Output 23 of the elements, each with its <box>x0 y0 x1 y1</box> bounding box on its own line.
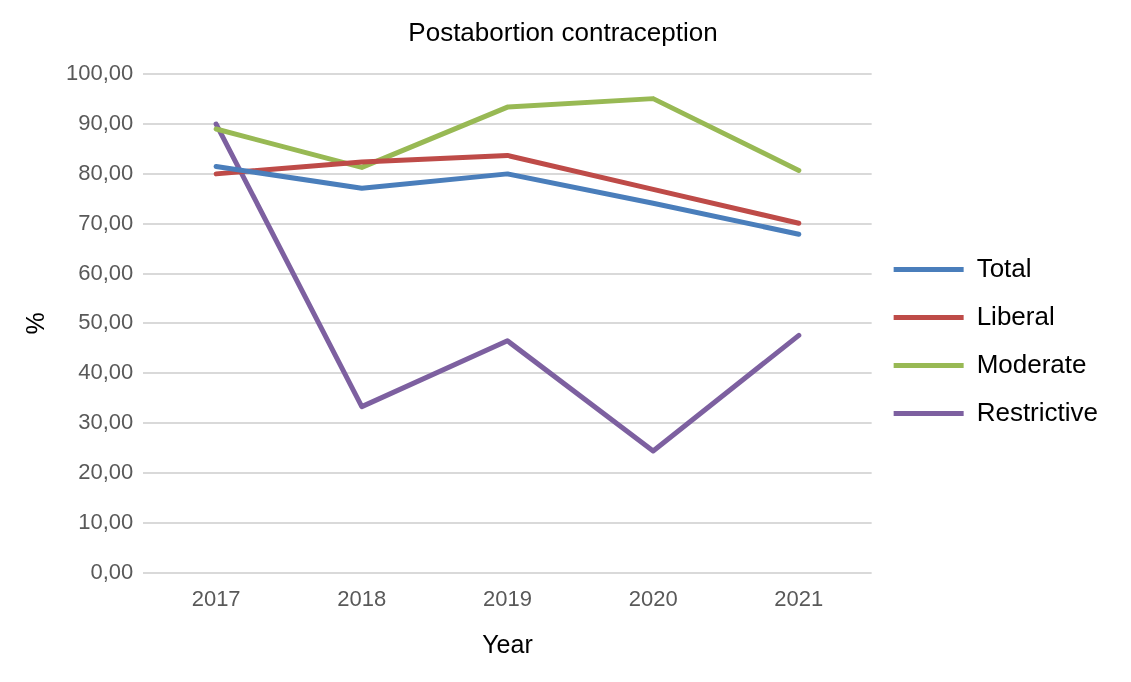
y-tick-label: 40,00 <box>78 359 134 385</box>
chart-title: Postabortion contraception <box>408 16 718 47</box>
x-tick-label: 2020 <box>628 585 678 611</box>
y-tick-label: 80,00 <box>78 159 134 185</box>
y-tick-label: 20,00 <box>78 458 134 484</box>
legend-label: Total <box>976 252 1032 283</box>
x-tick-label: 2018 <box>337 585 387 611</box>
y-tick-label: 0,00 <box>90 558 134 584</box>
legend-label: Restrictive <box>976 396 1098 427</box>
y-tick-label: 70,00 <box>78 209 134 235</box>
y-axis-title: % <box>20 312 49 335</box>
x-tick-label: 2019 <box>482 585 532 611</box>
y-tick-label: 50,00 <box>78 309 134 335</box>
y-tick-label: 60,00 <box>78 259 134 285</box>
x-axis-title: Year <box>482 629 533 658</box>
x-tick-label: 2021 <box>774 585 824 611</box>
x-tick-label: 2017 <box>191 585 241 611</box>
legend-label: Liberal <box>976 300 1055 331</box>
y-tick-label: 30,00 <box>78 409 134 435</box>
y-tick-label: 100,00 <box>65 60 134 86</box>
y-tick-label: 90,00 <box>78 110 134 136</box>
y-tick-label: 10,00 <box>78 508 134 534</box>
legend-label: Moderate <box>976 348 1087 379</box>
